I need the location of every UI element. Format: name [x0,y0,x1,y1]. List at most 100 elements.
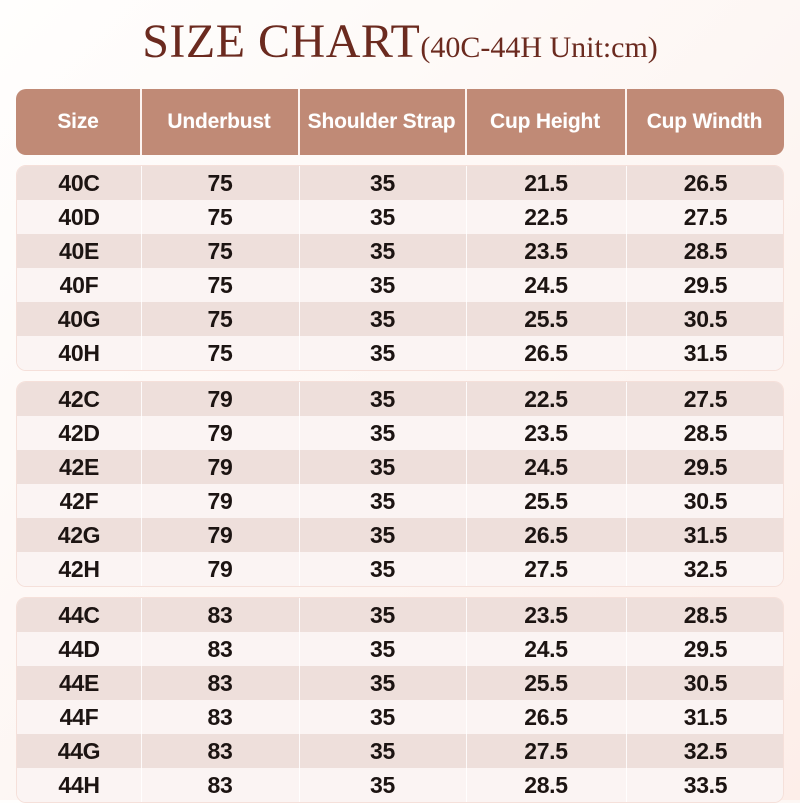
cell-cup-windth: 32.5 [626,734,783,768]
cell-size: 40F [59,271,99,298]
table-header-row: Size Underbust Shoulder Strap Cup Height… [16,89,784,155]
cell-cup-height: 27.5 [466,552,626,586]
table-group-44: 44C 83 35 23.5 28.5 44D 83 35 24.5 29.5 … [16,597,784,803]
cell-underbust: 75 [141,234,299,268]
cell-size: 44E [58,669,100,696]
cell-size: 40C [58,169,100,196]
cell-underbust: 79 [141,382,299,416]
cell-underbust: 79 [141,450,299,484]
cell-shoulder-strap: 35 [299,336,466,370]
cell-cup-windth: 28.5 [626,598,783,632]
table-row: 42E 79 35 24.5 29.5 [17,450,783,484]
cell-cup-height: 25.5 [466,666,626,700]
cell-size: 40D [58,203,100,230]
table-row: 42G 79 35 26.5 31.5 [17,518,783,552]
cell-shoulder-strap: 35 [299,666,466,700]
cell-cup-height: 24.5 [466,632,626,666]
cell-cup-windth: 28.5 [626,416,783,450]
cell-underbust: 75 [141,268,299,302]
cell-underbust: 79 [141,416,299,450]
cell-shoulder-strap: 35 [299,416,466,450]
cell-cup-windth: 32.5 [626,552,783,586]
cell-shoulder-strap: 35 [299,302,466,336]
cell-shoulder-strap: 35 [299,382,466,416]
page-title: SIZE CHART(40C-44H Unit:cm) [0,18,800,66]
cell-shoulder-strap: 35 [299,166,466,200]
table-row: 44C 83 35 23.5 28.5 [17,598,783,632]
cell-cup-windth: 29.5 [626,632,783,666]
cell-underbust: 75 [141,166,299,200]
table-row: 42F 79 35 25.5 30.5 [17,484,783,518]
cell-underbust: 75 [141,200,299,234]
table-row: 40H 75 35 26.5 31.5 [17,336,783,370]
column-header-cup-windth: Cup Windth [625,89,784,155]
cell-underbust: 83 [141,700,299,734]
cell-size: 40E [58,237,100,264]
cell-size: 44D [58,635,100,662]
cell-cup-height: 26.5 [466,700,626,734]
cell-size: 44H [58,771,100,798]
cell-cup-windth: 29.5 [626,268,783,302]
column-header-cup-height: Cup Height [465,89,625,155]
cell-cup-windth: 30.5 [626,484,783,518]
table-row: 40D 75 35 22.5 27.5 [17,200,783,234]
table-group-42: 42C 79 35 22.5 27.5 42D 79 35 23.5 28.5 … [16,381,784,587]
cell-shoulder-strap: 35 [299,598,466,632]
cell-cup-height: 23.5 [466,598,626,632]
cell-cup-height: 24.5 [466,268,626,302]
cell-cup-windth: 30.5 [626,302,783,336]
cell-cup-windth: 27.5 [626,382,783,416]
column-header-size: Size [57,109,99,133]
cell-shoulder-strap: 35 [299,234,466,268]
cell-cup-height: 25.5 [466,484,626,518]
page-title-main: SIZE CHART [142,15,421,68]
cell-size: 42G [57,521,101,548]
cell-cup-windth: 30.5 [626,666,783,700]
cell-cup-height: 22.5 [466,200,626,234]
cell-cup-height: 23.5 [466,416,626,450]
cell-cup-height: 28.5 [466,768,626,802]
cell-size: 44G [57,737,101,764]
table-row: 42D 79 35 23.5 28.5 [17,416,783,450]
cell-cup-height: 22.5 [466,382,626,416]
cell-cup-windth: 31.5 [626,518,783,552]
cell-shoulder-strap: 35 [299,734,466,768]
cell-underbust: 83 [141,598,299,632]
cell-shoulder-strap: 35 [299,768,466,802]
cell-shoulder-strap: 35 [299,268,466,302]
cell-cup-height: 26.5 [466,518,626,552]
cell-underbust: 83 [141,666,299,700]
cell-cup-height: 21.5 [466,166,626,200]
cell-cup-windth: 31.5 [626,336,783,370]
cell-size: 42C [58,385,100,412]
cell-cup-height: 27.5 [466,734,626,768]
table-row: 40F 75 35 24.5 29.5 [17,268,783,302]
cell-cup-height: 24.5 [466,450,626,484]
cell-cup-windth: 28.5 [626,234,783,268]
cell-shoulder-strap: 35 [299,552,466,586]
table-row: 44D 83 35 24.5 29.5 [17,632,783,666]
cell-shoulder-strap: 35 [299,450,466,484]
table-row: 44G 83 35 27.5 32.5 [17,734,783,768]
cell-underbust: 75 [141,302,299,336]
cell-underbust: 79 [141,552,299,586]
cell-size: 42F [59,487,99,514]
cell-size: 42D [58,419,100,446]
table-row: 44E 83 35 25.5 30.5 [17,666,783,700]
table-row: 42H 79 35 27.5 32.5 [17,552,783,586]
cell-cup-height: 23.5 [466,234,626,268]
cell-shoulder-strap: 35 [299,632,466,666]
cell-shoulder-strap: 35 [299,484,466,518]
cell-size: 40G [57,305,101,332]
table-row: 44F 83 35 26.5 31.5 [17,700,783,734]
cell-cup-windth: 31.5 [626,700,783,734]
cell-shoulder-strap: 35 [299,200,466,234]
cell-size: 40H [58,339,100,366]
cell-underbust: 79 [141,518,299,552]
cell-shoulder-strap: 35 [299,700,466,734]
cell-size: 44C [58,601,100,628]
size-chart-table: Size Underbust Shoulder Strap Cup Height… [16,89,784,803]
table-row: 40G 75 35 25.5 30.5 [17,302,783,336]
table-row: 40E 75 35 23.5 28.5 [17,234,783,268]
